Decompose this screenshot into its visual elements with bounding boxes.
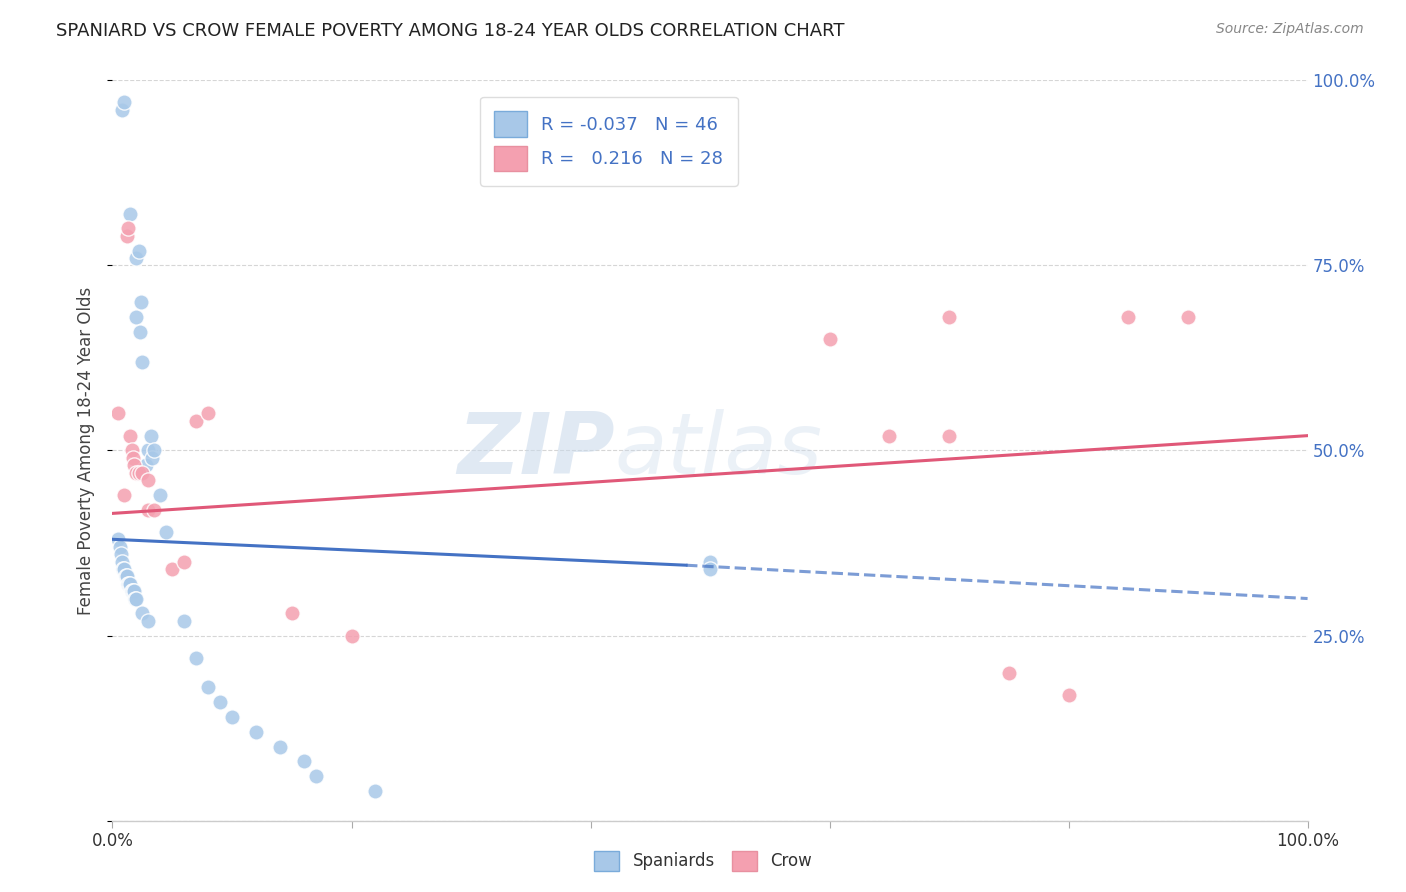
Point bbox=[162, 562, 183, 576]
Point bbox=[186, 414, 208, 428]
Point bbox=[120, 206, 142, 220]
Point bbox=[125, 251, 148, 265]
Point bbox=[197, 681, 219, 695]
Point bbox=[699, 562, 721, 576]
Point bbox=[938, 428, 960, 442]
Point bbox=[125, 310, 148, 325]
Point bbox=[129, 325, 152, 339]
Point bbox=[131, 354, 153, 368]
Legend: Spaniards, Crow: Spaniards, Crow bbox=[586, 842, 820, 880]
Point bbox=[155, 524, 177, 539]
Point bbox=[138, 473, 160, 487]
Point bbox=[121, 584, 143, 599]
Text: atlas: atlas bbox=[614, 409, 823, 492]
Point bbox=[364, 784, 387, 798]
Point bbox=[173, 555, 195, 569]
Point bbox=[139, 428, 162, 442]
Point bbox=[269, 739, 291, 754]
Point bbox=[998, 665, 1021, 680]
Point bbox=[221, 710, 243, 724]
Point bbox=[117, 576, 139, 591]
Point bbox=[818, 332, 841, 346]
Point bbox=[1177, 310, 1199, 325]
Point bbox=[305, 769, 328, 783]
Point bbox=[209, 695, 232, 709]
Y-axis label: Female Poverty Among 18-24 Year Olds: Female Poverty Among 18-24 Year Olds bbox=[77, 286, 96, 615]
Text: SPANIARD VS CROW FEMALE POVERTY AMONG 18-24 YEAR OLDS CORRELATION CHART: SPANIARD VS CROW FEMALE POVERTY AMONG 18… bbox=[56, 22, 845, 40]
Point bbox=[699, 555, 721, 569]
Text: Source: ZipAtlas.com: Source: ZipAtlas.com bbox=[1216, 22, 1364, 37]
Point bbox=[340, 628, 363, 642]
Point bbox=[1118, 310, 1140, 325]
Point bbox=[120, 428, 142, 442]
Point bbox=[245, 724, 267, 739]
Point bbox=[111, 103, 134, 117]
Point bbox=[128, 466, 150, 480]
Legend: R = -0.037   N = 46, R =   0.216   N = 28: R = -0.037 N = 46, R = 0.216 N = 28 bbox=[479, 96, 738, 186]
Point bbox=[121, 450, 143, 465]
Point bbox=[143, 502, 166, 516]
Point bbox=[129, 295, 152, 310]
Point bbox=[131, 466, 153, 480]
Point bbox=[1057, 688, 1080, 702]
Point bbox=[121, 443, 143, 458]
Point bbox=[111, 555, 134, 569]
Point bbox=[124, 591, 146, 606]
Point bbox=[938, 310, 960, 325]
Text: ZIP: ZIP bbox=[457, 409, 614, 492]
Point bbox=[112, 562, 135, 576]
Point bbox=[115, 228, 138, 243]
Point bbox=[114, 95, 135, 110]
Point bbox=[292, 755, 315, 769]
Point bbox=[117, 221, 139, 235]
Point bbox=[108, 540, 131, 554]
Point bbox=[114, 562, 135, 576]
Point bbox=[149, 488, 172, 502]
Point bbox=[125, 466, 148, 480]
Point bbox=[281, 607, 304, 621]
Point bbox=[131, 607, 153, 621]
Point bbox=[186, 650, 208, 665]
Point bbox=[143, 443, 166, 458]
Point bbox=[122, 458, 145, 473]
Point bbox=[118, 576, 141, 591]
Point bbox=[128, 244, 150, 258]
Point bbox=[141, 450, 163, 465]
Point bbox=[138, 443, 160, 458]
Point bbox=[138, 614, 160, 628]
Point bbox=[107, 407, 129, 421]
Point bbox=[107, 533, 129, 547]
Point bbox=[114, 488, 135, 502]
Point bbox=[125, 591, 148, 606]
Point bbox=[122, 584, 145, 599]
Point bbox=[110, 547, 132, 561]
Point bbox=[197, 407, 219, 421]
Point bbox=[120, 576, 142, 591]
Point bbox=[114, 569, 136, 583]
Point bbox=[879, 428, 901, 442]
Point bbox=[115, 569, 138, 583]
Point bbox=[173, 614, 195, 628]
Point bbox=[138, 502, 160, 516]
Point bbox=[121, 584, 143, 599]
Point bbox=[135, 458, 157, 473]
